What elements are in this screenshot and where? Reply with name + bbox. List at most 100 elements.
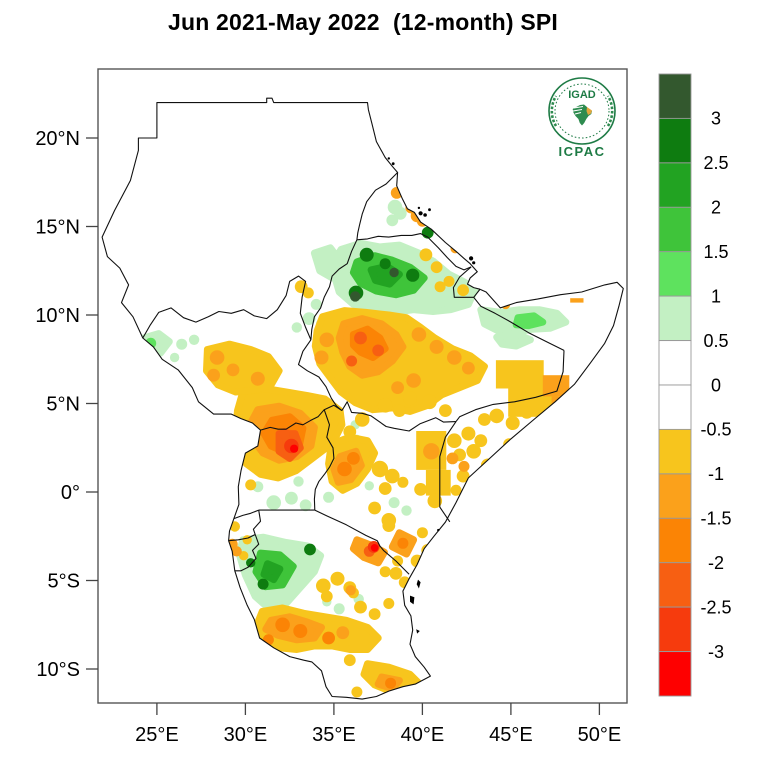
lat-tick-label: 20°N: [35, 128, 80, 150]
spi-cell-g05: [285, 491, 298, 505]
country-borders: [101, 97, 624, 700]
spi-cell-g25: [257, 578, 269, 590]
colorbar-block-8: [658, 428, 692, 475]
spi-cell-o1: [423, 443, 440, 460]
spi-cell-o15: [275, 617, 290, 633]
internal-border: [310, 239, 358, 340]
spi-cell-y05: [382, 519, 396, 532]
spi-cell-y05: [378, 482, 392, 495]
logo-org-text: IGAD: [568, 89, 596, 101]
colorbar-block-12: [658, 606, 692, 652]
island-dot: [391, 162, 395, 166]
spi-cell-g05: [310, 298, 322, 310]
map-frame: [97, 68, 628, 704]
internal-border: [341, 401, 457, 432]
spi-cell-g05: [188, 334, 200, 345]
spi-cell-y05: [343, 425, 357, 439]
colorbar-label: 3: [711, 109, 721, 129]
colorbar-block-4: [658, 251, 692, 297]
spi-cell-y05: [474, 434, 488, 448]
internal-border: [297, 339, 343, 412]
spi-cell-y05: [377, 398, 393, 413]
island: [416, 579, 421, 589]
spi-cell-y05: [489, 408, 505, 424]
colorbar-block-6: [658, 340, 692, 386]
colorbar-block-13: [658, 651, 692, 697]
spi-cell-y05: [505, 416, 520, 430]
colorbar-block-0: [658, 73, 692, 119]
spi-cell-o1: [450, 244, 460, 254]
spi-cell-g05: [388, 497, 400, 509]
lat-tick-label: 15°N: [35, 217, 80, 239]
colorbar-block-11: [658, 562, 692, 608]
spi-cell-g05: [489, 480, 501, 492]
spi-cell-o15: [293, 624, 308, 638]
colorbar-label: 0.5: [703, 331, 728, 351]
laurel-right-icon: [606, 95, 614, 127]
spi-cell-o1: [231, 546, 242, 557]
spi-cell-g3: [350, 291, 361, 302]
spi-cell-y05: [397, 476, 409, 488]
spi-cell-y05: [385, 468, 400, 484]
colorbar: 3 2.5 2 1.5 1 0.5 0 -0.5 -1 -1.5 -2 -2.5 -3: [658, 73, 732, 697]
colorbar-block-3: [658, 206, 692, 253]
spi-cell-y05: [520, 406, 534, 419]
island-dot: [423, 213, 427, 217]
spi-cell-o1: [345, 585, 356, 596]
map-title: Jun 2021-May 2022 (12-month) SPI: [167, 9, 559, 35]
spi-cell-y05: [368, 501, 381, 515]
spi-cell-y05: [389, 567, 403, 580]
lat-tick-label: 0°: [61, 482, 80, 504]
spi-cell-y05: [461, 426, 476, 441]
spi-cell-g05: [510, 449, 523, 461]
spi-cell-y05: [343, 654, 356, 667]
spi-cell-o1: [406, 373, 421, 388]
spi-cell-y05: [371, 460, 389, 478]
spi-block-o1: [570, 298, 584, 303]
spi-cell-o15: [322, 631, 335, 645]
spi-cell-y05: [354, 600, 367, 614]
colorbar-label: 0: [711, 375, 721, 395]
spi-cell-g05: [176, 338, 188, 350]
spi-cell-g05: [293, 476, 304, 487]
spi-cell-o1: [411, 327, 427, 342]
spi-cell-y05: [302, 287, 314, 299]
spi-cell-y05: [422, 394, 437, 410]
spi-cell-y05: [439, 404, 452, 417]
logo-center-text: ICPAC: [559, 144, 606, 159]
spi-cell-g1: [145, 337, 157, 349]
spi-cell-y05: [383, 598, 395, 609]
spi-cell-g05: [323, 491, 335, 503]
colorbar-label: -2.5: [700, 597, 731, 617]
spi-cell-g25: [406, 268, 420, 282]
spi-cell-y05: [414, 483, 427, 496]
spi-cell-y05: [450, 484, 462, 496]
internal-border: [233, 509, 259, 520]
spi-cell-g05: [333, 603, 345, 615]
spi-cell-o1: [391, 381, 404, 394]
spi-cell-o1: [139, 398, 150, 409]
colorbar-label: -1.5: [700, 509, 731, 529]
spi-cell-g25: [246, 558, 256, 568]
spi-cell-y05: [354, 412, 370, 427]
spi-cell-g3: [389, 267, 399, 278]
spi-cell-y05: [466, 480, 478, 493]
laurel-left-icon: [550, 95, 558, 127]
spi-cell-o1: [207, 368, 221, 382]
internal-border: [356, 233, 472, 271]
spi-cell-g05: [393, 206, 407, 220]
spi-block-o1: [551, 396, 573, 415]
internal-border: [473, 296, 565, 351]
spi-cell-o1: [390, 187, 403, 199]
island-dot: [428, 208, 431, 212]
spi-cell-y05: [434, 281, 446, 293]
spi-cell-o15: [397, 537, 409, 549]
spi-cell-g05: [401, 505, 412, 516]
island-dot: [418, 211, 423, 216]
internal-border: [234, 534, 260, 572]
lon-tick-label: 40°E: [401, 724, 445, 746]
spi-cell-o1: [209, 350, 225, 365]
axis-ticks: [86, 137, 601, 715]
lat-tick-label: 5°N: [46, 394, 80, 416]
colorbar-label: -2: [708, 553, 724, 573]
